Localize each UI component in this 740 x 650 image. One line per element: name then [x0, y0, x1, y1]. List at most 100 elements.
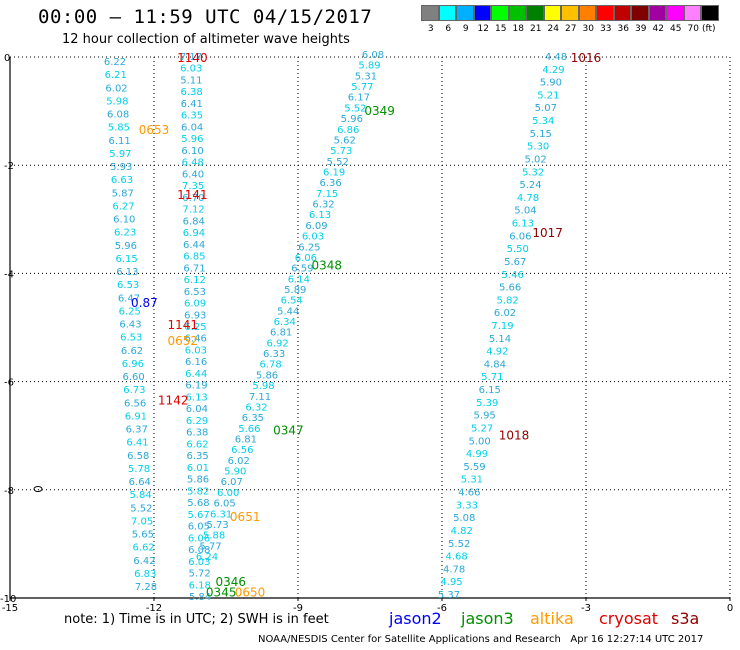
legend-altika: altika — [530, 609, 574, 628]
colorbar-label: 9 — [462, 24, 469, 34]
track-a-value: 5.96 — [115, 241, 137, 252]
colorbar-swatch: 36 — [613, 5, 631, 34]
track-b-value: 6.05 — [188, 522, 210, 533]
color-scale-legend: 3 6 9 12 15 18 21 24 27 30 33 36 39 42 45 70 (ft) — [421, 5, 719, 34]
track-a-value: 6.83 — [134, 569, 156, 580]
track-b-value: 6.03 — [185, 345, 207, 356]
track-a-value: 6.10 — [113, 215, 135, 226]
track-c-value: 6.32 — [245, 402, 267, 413]
track-b-value: 7.35 — [182, 181, 204, 192]
track-d-value: 5.50 — [507, 244, 529, 255]
track-c-value: 7.15 — [316, 189, 338, 200]
track-a-value: 6.53 — [117, 280, 139, 291]
island-marker — [33, 486, 43, 492]
track-c-value: 6.59 — [291, 264, 313, 275]
track-b-value: 6.38 — [180, 87, 202, 98]
colorbar-label: 30 — [582, 24, 594, 34]
colorbar-label: 42 — [652, 24, 664, 34]
track-d-value: 5.02 — [524, 154, 546, 165]
x-tick-label: -12 — [146, 603, 162, 614]
track-d-value: 5.24 — [519, 180, 541, 191]
track-c-value: 5.73 — [330, 146, 352, 157]
track-b-value: 6.40 — [182, 169, 204, 180]
track-d-value: 4.68 — [446, 552, 468, 563]
y-tick-label: -4 — [4, 269, 14, 280]
track-c-value: 5.31 — [355, 71, 377, 82]
track-b-value: 5.86 — [187, 475, 209, 486]
track-c-value: 6.19 — [323, 167, 345, 178]
legend-jason3: jason3 — [461, 609, 514, 628]
track-c-value: 5.86 — [256, 370, 278, 381]
colorbar-swatch: (ft) — [701, 5, 719, 34]
track-b-value: 5.11 — [180, 75, 202, 86]
track-a-value: 6.13 — [116, 267, 138, 278]
pass-label: 1142 — [158, 394, 189, 408]
pass-label: 1141 — [177, 188, 208, 202]
track-c-value: 5.77 — [199, 541, 221, 552]
track-b-value: 6.09 — [184, 299, 206, 310]
y-tick-label: -2 — [4, 161, 14, 172]
track-b-value: 6.38 — [186, 428, 208, 439]
track-c-value: 6.14 — [288, 274, 310, 285]
track-a-value: 6.08 — [107, 110, 129, 121]
track-d-value: 5.07 — [535, 103, 557, 114]
colorbar-swatch: 39 — [631, 5, 649, 34]
track-d-value: 3.33 — [456, 500, 478, 511]
track-d-value: 4.82 — [451, 526, 473, 537]
track-b-value: 6.08 — [188, 545, 210, 556]
track-b-value: 6.12 — [184, 275, 206, 286]
track-d-value: 5.95 — [474, 411, 496, 422]
track-a-value: 6.37 — [126, 425, 148, 436]
track-c-value: 6.31 — [210, 509, 232, 520]
track-c-value: 5.66 — [238, 424, 260, 435]
track-d-value: 5.52 — [448, 539, 470, 550]
track-b-value: 6.85 — [183, 252, 205, 263]
pass-label: 1141 — [168, 318, 199, 332]
track-b-value: 6.29 — [186, 416, 208, 427]
x-tick-label: 0 — [727, 603, 733, 614]
track-b-value: 6.18 — [189, 580, 211, 591]
track-d-value: 4.92 — [486, 347, 508, 358]
track-d-value: 6.06 — [509, 231, 531, 242]
track-a-value: 6.96 — [122, 359, 144, 370]
track-c-value: 5.89 — [358, 61, 380, 72]
pass-label: 0652 — [168, 334, 199, 348]
track-d-value: 5.67 — [504, 257, 526, 268]
track-a-value: 5.98 — [106, 96, 128, 107]
track-b-value: 6.62 — [186, 439, 208, 450]
colorbar-swatch: 21 — [526, 5, 544, 34]
track-d-value: 5.66 — [499, 283, 521, 294]
track-a-value: 6.58 — [127, 451, 149, 462]
track-c-value: 5.52 — [327, 157, 349, 168]
colorbar-label: 45 — [670, 24, 682, 34]
track-b-value: 7.17 — [180, 52, 202, 63]
track-a-value: 6.41 — [126, 438, 148, 449]
track-c-value: 5.44 — [277, 306, 299, 317]
track-a-value: 6.27 — [112, 201, 134, 212]
pass-label: 0653 — [139, 123, 170, 137]
track-a-value: 6.91 — [125, 411, 147, 422]
track-c-value: 5.88 — [203, 531, 225, 542]
track-d-value: 5.32 — [522, 167, 544, 178]
colorbar-label: 24 — [547, 24, 559, 34]
track-c-value: 6.36 — [319, 178, 341, 189]
colorbar-swatch: 3 — [421, 5, 439, 34]
colorbar-swatch: 15 — [491, 5, 509, 34]
track-a-value: 6.53 — [120, 333, 142, 344]
track-c-value: 6.07 — [221, 477, 243, 488]
pass-label: 0348 — [312, 258, 343, 272]
x-tick-label: -6 — [437, 603, 447, 614]
track-b-value: 6.10 — [181, 146, 203, 157]
track-a-value: 6.43 — [119, 320, 141, 331]
track-b-value: 6.44 — [185, 369, 207, 380]
colorbar-swatch: 70 — [683, 5, 701, 34]
track-d-value: 4.84 — [484, 359, 506, 370]
track-a-value: 6.25 — [119, 306, 141, 317]
colorbar-swatch: 42 — [648, 5, 666, 34]
track-b-value: 5.67 — [187, 510, 209, 521]
track-d-value: 5.30 — [527, 142, 549, 153]
track-a-value: 6.64 — [129, 477, 151, 488]
track-a-value: 5.65 — [132, 530, 154, 541]
track-d-value: 5.59 — [463, 462, 485, 473]
